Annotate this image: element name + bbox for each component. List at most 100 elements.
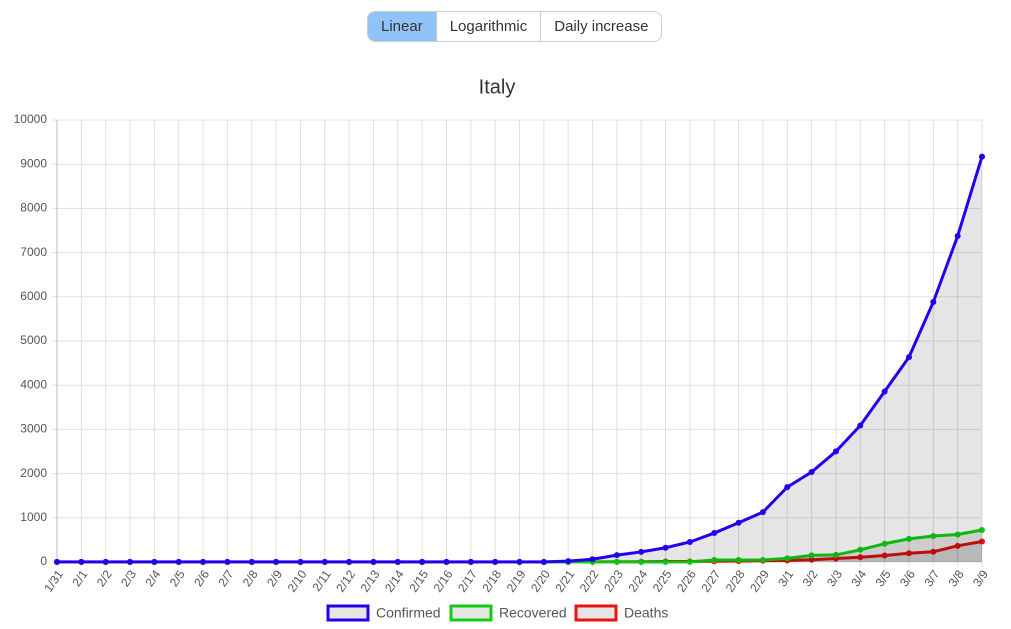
- x-tick-label: 2/10: [285, 567, 310, 594]
- data-point: [175, 558, 182, 565]
- data-point: [54, 558, 60, 565]
- data-point: [979, 153, 985, 160]
- scale-button[interactable]: Daily increase: [540, 12, 662, 41]
- data-point: [735, 556, 742, 563]
- data-point: [784, 484, 791, 491]
- data-point: [686, 538, 693, 545]
- scale-button[interactable]: Linear: [368, 12, 436, 41]
- data-point: [613, 552, 620, 559]
- x-tick-label: 2/9: [264, 567, 285, 589]
- x-tick-label: 2/22: [577, 567, 602, 594]
- x-tick-label: 2/25: [650, 567, 675, 594]
- data-point: [224, 558, 231, 565]
- data-point: [638, 548, 645, 555]
- scale-button[interactable]: Logarithmic: [435, 12, 541, 41]
- y-tick-label: 0: [40, 554, 47, 568]
- y-tick-label: 9000: [20, 156, 47, 170]
- data-point: [979, 538, 985, 545]
- x-tick-label: 3/1: [775, 567, 796, 589]
- x-tick-label: 3/7: [921, 567, 942, 589]
- x-tick-label: 3/6: [897, 567, 918, 589]
- legend-swatch: [326, 604, 370, 622]
- x-tick-label: 2/18: [479, 567, 504, 594]
- data-point: [905, 550, 912, 557]
- data-point: [151, 558, 158, 565]
- data-point: [589, 556, 596, 563]
- chart-title: Italy: [479, 76, 516, 98]
- x-tick-label: 2/13: [358, 567, 383, 594]
- x-tick-label: 2/8: [240, 567, 261, 589]
- data-point: [954, 531, 961, 538]
- x-tick-label: 2/14: [382, 567, 407, 594]
- x-tick-label: 2/12: [333, 567, 358, 594]
- x-tick-label: 2/29: [747, 567, 772, 594]
- data-point: [857, 546, 864, 553]
- y-tick-label: 3000: [20, 422, 47, 436]
- y-tick-label: 4000: [20, 377, 47, 391]
- data-point: [565, 558, 572, 565]
- data-point: [638, 558, 645, 565]
- data-point: [905, 354, 912, 361]
- data-point: [759, 556, 766, 563]
- y-tick-label: 10000: [14, 112, 48, 126]
- data-point: [297, 558, 304, 565]
- data-point: [662, 558, 669, 565]
- x-tick-label: 1/31: [41, 567, 66, 594]
- area-fill: [57, 156, 982, 562]
- data-point: [784, 555, 791, 562]
- x-tick-label: 3/9: [970, 567, 991, 589]
- data-point: [200, 558, 207, 565]
- legend-label: Deaths: [624, 605, 668, 621]
- x-tick-label: 2/4: [142, 567, 163, 589]
- data-point: [857, 554, 864, 561]
- x-tick-label: 3/8: [946, 567, 967, 589]
- data-point: [857, 422, 864, 429]
- x-tick-label: 2/19: [504, 567, 529, 594]
- data-point: [78, 558, 85, 565]
- x-tick-label: 2/17: [455, 567, 480, 594]
- data-point: [759, 509, 766, 516]
- x-tick-label: 3/3: [824, 567, 845, 589]
- x-tick-label: 2/5: [167, 567, 188, 589]
- data-point: [954, 542, 961, 549]
- data-point: [881, 540, 888, 547]
- x-tick-label: 2/6: [191, 567, 212, 589]
- data-point: [248, 558, 255, 565]
- x-tick-label: 2/27: [698, 567, 723, 594]
- data-point: [881, 552, 888, 559]
- x-tick-label: 2/20: [528, 567, 553, 594]
- x-tick-label: 3/2: [800, 567, 821, 589]
- x-tick-label: 2/11: [309, 567, 334, 594]
- data-point: [127, 558, 134, 565]
- x-tick-label: 2/21: [552, 567, 577, 594]
- data-point: [467, 558, 474, 565]
- x-tick-label: 2/7: [215, 567, 236, 589]
- data-point: [662, 544, 669, 551]
- data-point: [394, 558, 401, 565]
- data-point: [881, 388, 888, 395]
- data-point: [808, 556, 815, 563]
- data-point: [540, 558, 547, 565]
- x-tick-label: 2/24: [625, 567, 650, 594]
- area-fill: [57, 529, 982, 562]
- data-point: [516, 558, 523, 565]
- data-point: [102, 558, 109, 565]
- data-point: [346, 558, 353, 565]
- legend-label: Recovered: [499, 605, 567, 621]
- data-point: [711, 530, 718, 537]
- x-tick-label: 2/26: [674, 567, 699, 594]
- data-point: [930, 298, 937, 305]
- data-point: [492, 558, 499, 565]
- x-tick-label: 2/15: [406, 567, 431, 594]
- x-tick-label: 2/16: [431, 567, 456, 594]
- data-point: [808, 552, 815, 559]
- data-point: [979, 526, 985, 533]
- data-point: [370, 558, 377, 565]
- x-tick-label: 3/4: [848, 567, 869, 589]
- x-tick-label: 2/3: [118, 567, 139, 589]
- y-tick-label: 7000: [20, 245, 47, 259]
- data-point: [321, 558, 328, 565]
- data-point: [686, 558, 693, 565]
